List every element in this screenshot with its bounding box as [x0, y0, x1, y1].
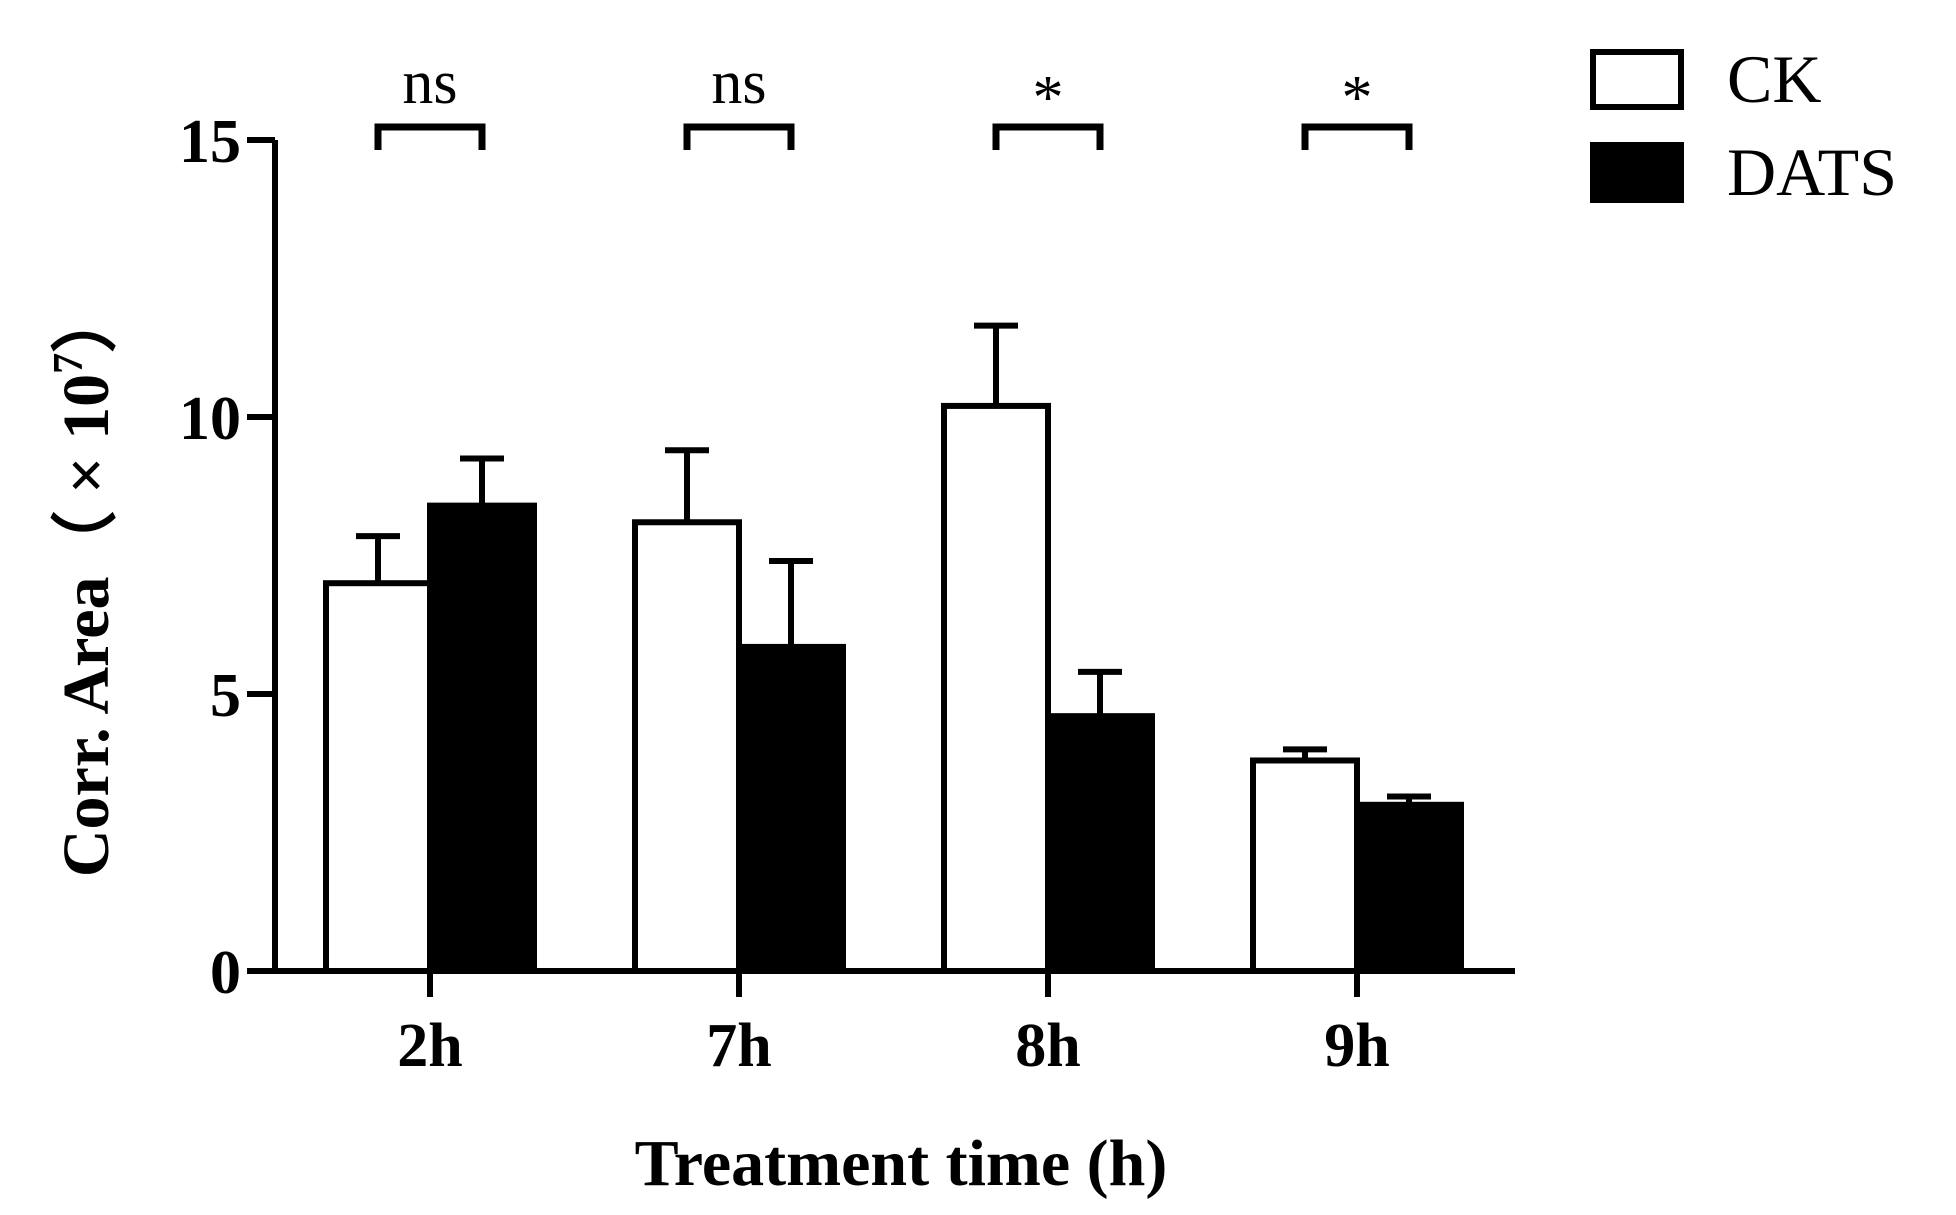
significance-label: ns — [711, 49, 766, 117]
legend-label-ck: CK — [1727, 41, 1821, 117]
bar-dats-9h — [1354, 801, 1464, 974]
x-tick-label: 2h — [397, 1012, 462, 1080]
significance-bracket — [683, 123, 795, 150]
y-axis-title-group: Corr. Area（ × 107） — [46, 287, 123, 877]
y-tick-label: 15 — [179, 108, 241, 176]
bar-dats-7h — [736, 643, 846, 974]
significance-label: * — [1342, 64, 1373, 132]
legend-swatch-dats — [1590, 142, 1684, 203]
x-tick-label: 9h — [1324, 1012, 1389, 1080]
bar-ck-9h — [1250, 757, 1360, 974]
bar-ck-7h — [632, 519, 742, 974]
bar-dats-2h — [427, 502, 537, 974]
y-tick-label: 5 — [210, 662, 241, 730]
x-ticks-layer: 2h 7h 8h 9h — [397, 971, 1390, 1080]
y-tick-label: 10 — [179, 385, 241, 453]
x-tick-label: 7h — [706, 1012, 771, 1080]
bar-ck-8h — [941, 402, 1051, 975]
legend-swatch-ck — [1590, 49, 1684, 110]
bars-layer — [323, 402, 1464, 975]
legend-label-dats: DATS — [1727, 134, 1897, 210]
significance-bracket — [1301, 123, 1413, 150]
error-bars-layer — [356, 322, 1431, 805]
bar-ck-2h — [323, 580, 433, 974]
bar-dats-8h — [1045, 713, 1155, 974]
y-axis-title: Corr. Area（ × 107） — [46, 287, 123, 877]
axes-layer — [247, 140, 1515, 974]
significance-bracket — [992, 123, 1104, 150]
x-tick-label: 8h — [1015, 1012, 1080, 1080]
y-tick-label: 0 — [210, 939, 241, 1007]
significance-label: * — [1033, 64, 1064, 132]
x-axis-title: Treatment time (h) — [635, 1127, 1168, 1200]
y-ticks-layer: 0 5 10 15 — [179, 108, 275, 1007]
legend: CK DATS — [1590, 41, 1897, 210]
significance-label: ns — [402, 49, 457, 117]
significance-bracket — [374, 123, 486, 150]
significance-layer: ns ns * * — [374, 49, 1413, 150]
